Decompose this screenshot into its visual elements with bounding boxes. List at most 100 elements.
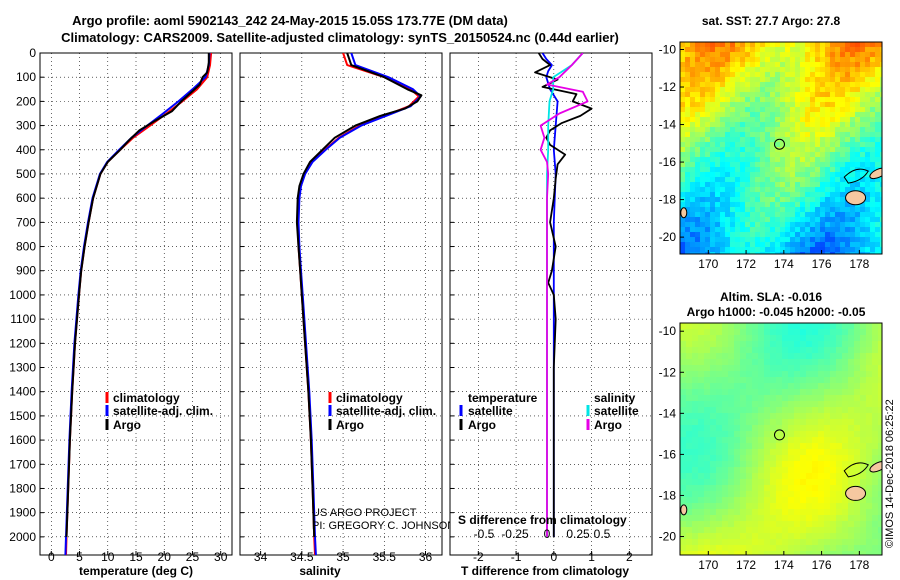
map-cell xyxy=(870,67,876,73)
map-cell xyxy=(746,353,753,360)
map-cell xyxy=(705,187,711,193)
map-cell xyxy=(725,42,731,48)
map-cell xyxy=(790,197,796,203)
map-cell xyxy=(750,137,756,143)
map-cell xyxy=(770,533,777,540)
map-cell xyxy=(770,467,777,474)
map-cell xyxy=(835,212,841,218)
map-cell xyxy=(698,509,705,516)
map-cell xyxy=(740,112,746,118)
map-cell xyxy=(830,237,836,243)
map-cell xyxy=(740,167,746,173)
map-cell xyxy=(855,82,861,88)
map-cell xyxy=(795,137,801,143)
map-cell xyxy=(745,107,751,113)
map-cell xyxy=(710,157,716,163)
map-cell xyxy=(860,242,866,248)
map-cell xyxy=(875,142,881,148)
map-cell xyxy=(764,347,771,354)
map-cell xyxy=(880,197,882,203)
map-cell xyxy=(750,202,756,208)
map-cell xyxy=(722,389,729,396)
map-cell xyxy=(848,359,855,366)
map-cell xyxy=(805,97,811,103)
map-cell xyxy=(800,207,806,213)
map-cell xyxy=(775,42,781,48)
map-cell xyxy=(860,533,867,540)
map-cell xyxy=(840,102,846,108)
map-cell xyxy=(866,497,873,504)
map-cell xyxy=(764,353,771,360)
map-cell xyxy=(775,82,781,88)
map-cell xyxy=(788,515,795,522)
map-cell xyxy=(860,377,867,384)
map-cell xyxy=(760,232,766,238)
map-cell xyxy=(865,77,871,83)
map-cell xyxy=(820,47,826,53)
map-cell xyxy=(790,72,796,78)
map-cell xyxy=(710,443,717,450)
map-cell xyxy=(692,323,699,330)
map-cell xyxy=(840,97,846,103)
map-cell xyxy=(836,401,843,408)
map-cell xyxy=(785,147,791,153)
map-cell xyxy=(840,222,846,228)
map-cell xyxy=(775,92,781,98)
map-cell xyxy=(690,147,696,153)
map-cell xyxy=(730,232,736,238)
map-cell xyxy=(794,515,801,522)
map-cell xyxy=(812,389,819,396)
map-cell xyxy=(842,497,849,504)
map-cell xyxy=(860,389,867,396)
map-cell xyxy=(835,137,841,143)
map-cell xyxy=(776,521,783,528)
map-cell xyxy=(815,162,821,168)
map-cell xyxy=(865,92,871,98)
map-cell xyxy=(782,479,789,486)
map-cell xyxy=(840,147,846,153)
map-cell xyxy=(704,323,711,330)
map-cell xyxy=(680,117,686,123)
map-cell xyxy=(722,551,729,555)
map-cell xyxy=(770,42,776,48)
map-cell xyxy=(860,217,866,223)
map-cell xyxy=(715,227,721,233)
map-cell xyxy=(865,82,871,88)
map-cell xyxy=(870,77,876,83)
map-cell xyxy=(805,47,811,53)
map-cell xyxy=(860,509,867,516)
map-cell xyxy=(872,485,879,492)
map-cell xyxy=(704,395,711,402)
map-cell xyxy=(835,127,841,133)
map-cell xyxy=(820,92,826,98)
map-cell xyxy=(740,142,746,148)
map-cell xyxy=(722,359,729,366)
map-cell xyxy=(820,202,826,208)
map-cell xyxy=(872,503,879,510)
map-cell xyxy=(795,127,801,133)
map-cell xyxy=(782,371,789,378)
map-cell xyxy=(710,395,717,402)
map-cell xyxy=(686,533,693,540)
map-cell xyxy=(824,335,831,342)
map-cell xyxy=(725,207,731,213)
map-cell xyxy=(830,67,836,73)
map-cell xyxy=(815,147,821,153)
map-cell xyxy=(870,152,876,158)
map-cell xyxy=(824,461,831,468)
map-cell xyxy=(872,341,879,348)
map-cell xyxy=(805,72,811,78)
map-cell xyxy=(788,341,795,348)
map-cell xyxy=(848,383,855,390)
map-cell xyxy=(788,467,795,474)
map-cell xyxy=(818,413,825,420)
map-cell xyxy=(692,455,699,462)
map-cell xyxy=(680,467,687,474)
map-cell xyxy=(720,87,726,93)
map-cell xyxy=(795,57,801,63)
map-cell xyxy=(865,132,871,138)
map-cell xyxy=(680,242,686,248)
map-cell xyxy=(830,461,837,468)
map-cell xyxy=(776,389,783,396)
map-cell xyxy=(690,167,696,173)
